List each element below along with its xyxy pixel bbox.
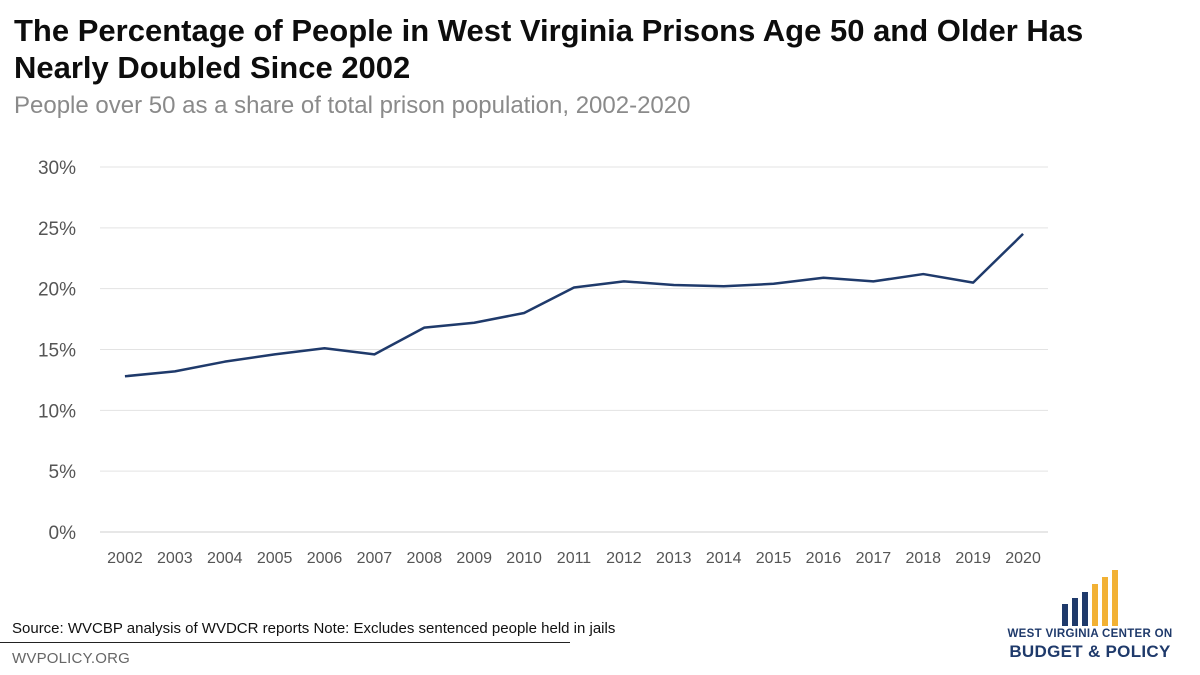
y-tick-label: 5% <box>49 462 77 483</box>
bar-chart-logo-icon <box>1062 570 1118 626</box>
x-tick-label: 2004 <box>207 550 243 567</box>
y-axis-ticks: 0% 5% 10% 15% 20% 25% 30% <box>38 158 76 544</box>
x-tick-label: 2013 <box>656 550 692 567</box>
organization-logo: WEST VIRGINIA CENTER ON BUDGET & POLICY <box>990 568 1190 668</box>
x-tick-label: 2019 <box>955 550 991 567</box>
x-tick-label: 2006 <box>307 550 343 567</box>
x-tick-label: 2011 <box>557 550 592 567</box>
y-tick-label: 30% <box>38 158 76 179</box>
logo-text-line2: BUDGET & POLICY <box>1009 642 1171 661</box>
x-tick-label: 2017 <box>856 550 892 567</box>
x-tick-label: 2003 <box>157 550 193 567</box>
footer-divider <box>0 642 570 643</box>
x-tick-label: 2020 <box>1005 550 1041 567</box>
x-tick-label: 2005 <box>257 550 293 567</box>
y-tick-label: 20% <box>38 280 76 301</box>
y-tick-label: 10% <box>38 401 76 422</box>
y-tick-label: 15% <box>38 341 76 362</box>
x-tick-label: 2014 <box>706 550 742 567</box>
x-tick-label: 2010 <box>506 550 542 567</box>
x-tick-label: 2015 <box>756 550 792 567</box>
x-tick-label: 2008 <box>407 550 443 567</box>
y-tick-label: 25% <box>38 219 76 240</box>
chart-title: The Percentage of People in West Virgini… <box>14 13 1084 85</box>
x-tick-label: 2007 <box>357 550 393 567</box>
chart-subtitle: People over 50 as a share of total priso… <box>14 92 691 119</box>
source-note: Source: WVCBP analysis of WVDCR reports … <box>12 620 616 637</box>
website-link[interactable]: WVPOLICY.ORG <box>12 650 130 667</box>
x-tick-label: 2012 <box>606 550 642 567</box>
logo-text-line1: WEST VIRGINIA CENTER ON <box>1007 628 1173 640</box>
x-tick-label: 2002 <box>107 550 143 567</box>
y-tick-label: 0% <box>49 523 77 544</box>
gridlines <box>100 166 1048 533</box>
x-tick-label: 2016 <box>806 550 842 567</box>
line-chart: 0% 5% 10% 15% 20% 25% 30% 2002 2003 2004 2005 2006… <box>38 158 1048 567</box>
x-tick-label: 2018 <box>905 550 941 567</box>
x-tick-label: 2009 <box>456 550 492 567</box>
x-axis-ticks: 2002 2003 2004 2005 2006 2007 2008 2009 2010 2011… <box>107 550 1041 567</box>
series-line <box>124 233 1024 378</box>
series-layer <box>124 233 1024 378</box>
